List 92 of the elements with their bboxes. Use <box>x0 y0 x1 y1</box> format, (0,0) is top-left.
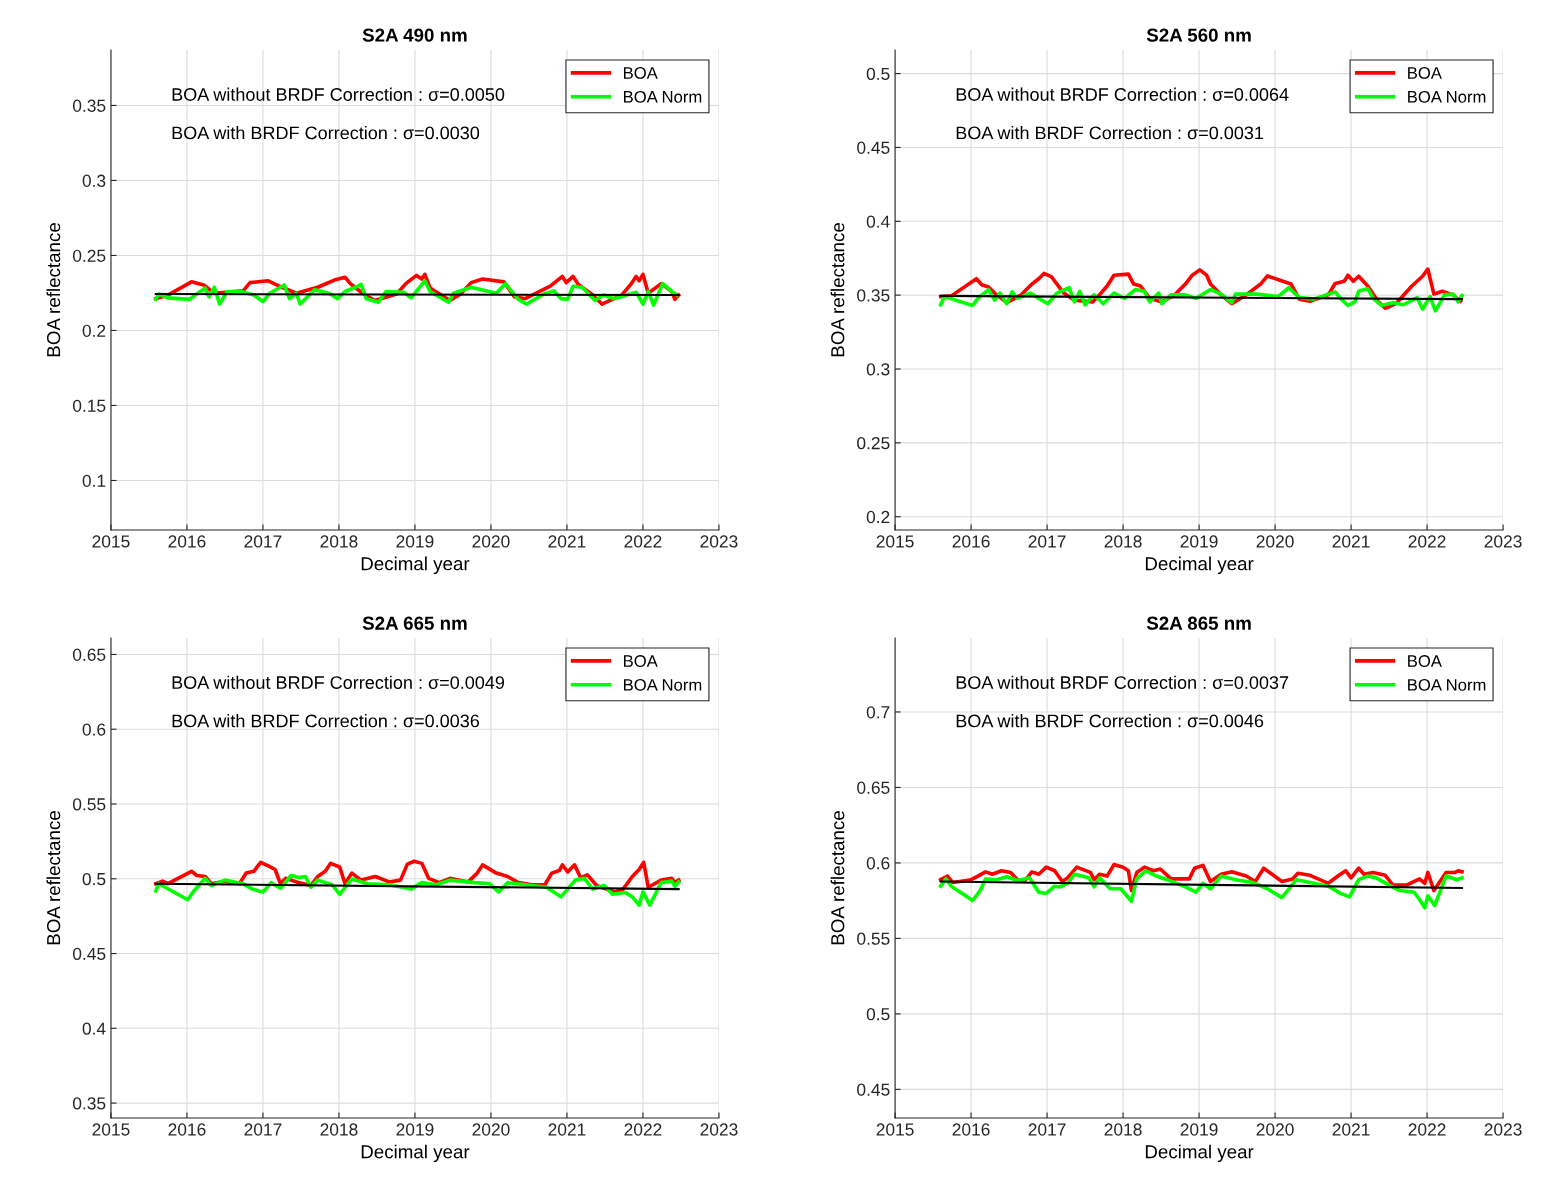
y-tick-label: 0.7 <box>866 706 890 719</box>
y-tick-label: 0.5 <box>866 67 890 81</box>
y-tick-label: 0.25 <box>72 249 106 262</box>
y-tick-label: 0.4 <box>866 215 890 228</box>
x-tick-label: 2020 <box>1256 1123 1294 1136</box>
x-tick-label: 2021 <box>548 1123 586 1136</box>
x-axis-title: Decimal year <box>361 556 470 575</box>
chart-title: S2A 865 nm <box>1146 616 1251 630</box>
x-tick-label: 2018 <box>320 535 358 548</box>
x-tick-label: 2019 <box>396 535 434 548</box>
y-tick-label: 0.35 <box>72 99 106 112</box>
x-tick-label: 2016 <box>168 535 206 548</box>
y-tick-label: 0.45 <box>857 1083 890 1096</box>
x-tick-label: 2015 <box>92 1123 130 1136</box>
y-tick-label: 0.65 <box>857 781 890 794</box>
x-tick-label: 2018 <box>320 1123 358 1136</box>
x-tick-label: 2022 <box>624 1123 662 1136</box>
y-axis-title: BOA reflectance <box>46 811 61 945</box>
legend-label: BOA <box>1408 655 1442 667</box>
chart-title: S2A 490 nm <box>362 28 467 42</box>
y-tick-label: 0.3 <box>866 363 890 376</box>
annotation: BOA with BRDF Correction : σ=0.0036 <box>172 714 480 728</box>
x-tick-label: 2017 <box>244 535 282 548</box>
y-tick-label: 0.6 <box>866 857 890 870</box>
x-tick-label: 2016 <box>952 1123 990 1136</box>
x-tick-label: 2017 <box>1028 1123 1066 1136</box>
y-tick-label: 0.5 <box>866 1008 890 1021</box>
y-tick-label: 0.45 <box>857 141 890 154</box>
x-axis-title: Decimal year <box>1145 556 1254 575</box>
x-tick-label: 2023 <box>700 1123 738 1136</box>
x-tick-label: 2015 <box>92 535 130 548</box>
x-tick-label: 2019 <box>1180 535 1218 548</box>
x-tick-label: 2022 <box>1408 1123 1446 1136</box>
chart-title: S2A 560 nm <box>1146 28 1251 42</box>
x-tick-label: 2020 <box>472 535 510 548</box>
y-tick-label: 0.2 <box>866 510 890 524</box>
x-tick-label: 2021 <box>548 535 586 548</box>
y-tick-label: 0.55 <box>72 798 106 811</box>
line-series <box>938 862 1464 893</box>
legend-label: BOA Norm <box>1408 678 1486 691</box>
y-tick-label: 0.15 <box>72 399 106 412</box>
x-tick-label: 2021 <box>1332 535 1370 548</box>
x-tick-label: 2022 <box>624 535 662 548</box>
legend-label: BOA Norm <box>623 90 702 103</box>
y-tick-label: 0.6 <box>82 723 106 736</box>
x-tick-label: 2020 <box>1256 535 1294 548</box>
x-tick-label: 2018 <box>1104 1123 1142 1136</box>
legend-label: BOA <box>1408 67 1442 79</box>
x-tick-label: 2016 <box>168 1123 206 1136</box>
x-tick-label: 2023 <box>1484 535 1522 548</box>
line-series <box>938 868 1464 910</box>
y-axis-title: BOA reflectance <box>830 811 845 945</box>
y-tick-label: 0.3 <box>82 174 106 187</box>
y-tick-label: 0.65 <box>72 648 106 661</box>
x-tick-label: 2017 <box>244 1123 282 1136</box>
annotation: BOA with BRDF Correction : σ=0.0030 <box>172 126 480 140</box>
x-tick-label: 2022 <box>1408 535 1446 548</box>
annotation: BOA without BRDF Correction : σ=0.0064 <box>956 87 1289 101</box>
annotation: BOA without BRDF Correction : σ=0.0037 <box>956 675 1289 689</box>
annotation: BOA without BRDF Correction : σ=0.0049 <box>172 675 505 689</box>
x-axis-title: Decimal year <box>361 1144 470 1163</box>
x-tick-label: 2017 <box>1028 535 1066 548</box>
y-tick-label: 0.1 <box>82 474 106 487</box>
legend-label: BOA <box>623 655 658 667</box>
y-tick-label: 0.45 <box>72 947 106 960</box>
legend-label: BOA Norm <box>1408 90 1486 103</box>
x-tick-label: 2021 <box>1332 1123 1370 1136</box>
annotation: BOA with BRDF Correction : σ=0.0031 <box>956 126 1264 140</box>
x-tick-label: 2018 <box>1104 535 1142 548</box>
x-tick-label: 2015 <box>876 1123 914 1136</box>
annotation: BOA with BRDF Correction : σ=0.0046 <box>956 714 1264 728</box>
x-tick-label: 2019 <box>396 1123 434 1136</box>
y-tick-label: 0.35 <box>72 1097 106 1110</box>
x-tick-label: 2020 <box>472 1123 510 1136</box>
x-axis-title: Decimal year <box>1145 1144 1254 1163</box>
y-tick-label: 0.25 <box>857 437 890 450</box>
x-tick-label: 2019 <box>1180 1123 1218 1136</box>
y-axis-title: BOA reflectance <box>46 223 61 357</box>
annotation: BOA without BRDF Correction : σ=0.0050 <box>172 87 505 101</box>
y-tick-label: 0.4 <box>82 1022 106 1035</box>
y-tick-label: 0.35 <box>857 289 890 302</box>
x-tick-label: 2016 <box>952 535 990 548</box>
x-tick-label: 2023 <box>700 535 738 548</box>
y-axis-title: BOA reflectance <box>830 223 845 357</box>
legend-label: BOA <box>623 67 658 79</box>
y-tick-label: 0.55 <box>857 932 890 945</box>
chart-title: S2A 665 nm <box>362 616 467 630</box>
legend-label: BOA Norm <box>623 678 702 691</box>
x-tick-label: 2023 <box>1484 1123 1522 1136</box>
x-tick-label: 2015 <box>876 535 914 548</box>
y-tick-label: 0.5 <box>82 872 106 886</box>
y-tick-label: 0.2 <box>82 324 106 337</box>
